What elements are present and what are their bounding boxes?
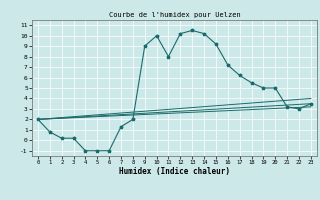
X-axis label: Humidex (Indice chaleur): Humidex (Indice chaleur) bbox=[119, 167, 230, 176]
Title: Courbe de l'humidex pour Uelzen: Courbe de l'humidex pour Uelzen bbox=[108, 12, 240, 18]
